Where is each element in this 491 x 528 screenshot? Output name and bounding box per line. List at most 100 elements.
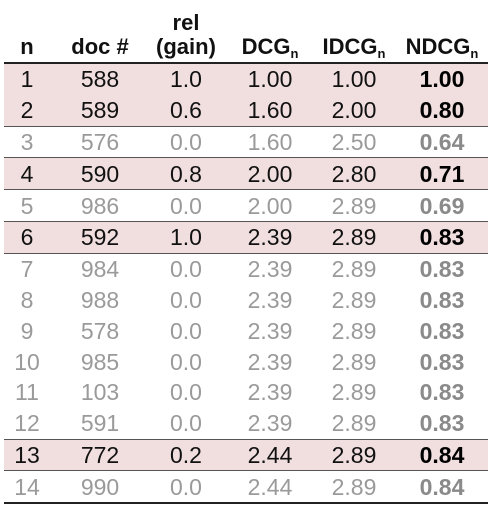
cell-dcg: 2.39 (228, 284, 312, 316)
table-row: 14 990 0.0 2.44 2.89 0.84 (4, 470, 488, 505)
cell-n: 3 (4, 125, 56, 158)
cell-idcg: 2.89 (312, 376, 396, 408)
table-row: 13 772 0.2 2.44 2.89 0.84 (4, 438, 488, 471)
cell-idcg: 2.89 (312, 470, 396, 505)
cell-n: 12 (4, 407, 56, 440)
cell-rel: 0.0 (144, 252, 228, 285)
table-row: 8 988 0.0 2.39 2.89 0.83 (4, 284, 488, 316)
cell-rel: 0.0 (144, 315, 228, 347)
table-body: 1 588 1.0 1.00 1.00 1.00 2 589 0.6 1.60 2.00 0.80 3 5… (4, 63, 488, 505)
cell-doc: 990 (56, 470, 144, 505)
cell-ndcg: 0.83 (396, 315, 488, 347)
cell-doc: 103 (56, 376, 144, 408)
cell-rel: 0.6 (144, 94, 228, 127)
cell-rel: 0.8 (144, 157, 228, 190)
cell-dcg: 2.39 (228, 407, 312, 440)
cell-ndcg: 0.71 (396, 157, 488, 190)
cell-n: 8 (4, 284, 56, 316)
cell-idcg: 2.89 (312, 189, 396, 222)
cell-dcg: 1.60 (228, 125, 312, 158)
cell-doc: 576 (56, 125, 144, 158)
header-ndcg: NDCGn (396, 0, 488, 64)
cell-idcg: 2.89 (312, 252, 396, 285)
cell-doc: 590 (56, 157, 144, 190)
cell-rel: 0.0 (144, 407, 228, 440)
cell-idcg: 2.80 (312, 157, 396, 190)
header-dcg: DCGn (228, 0, 312, 64)
header-rel-line1: rel (172, 10, 200, 35)
cell-idcg: 2.89 (312, 315, 396, 347)
cell-ndcg: 0.83 (396, 220, 488, 254)
cell-ndcg: 0.83 (396, 252, 488, 285)
header-rel-line2: (gain) (156, 34, 216, 59)
table-row: 6 592 1.0 2.39 2.89 0.83 (4, 220, 488, 254)
table-row: 4 590 0.8 2.00 2.80 0.71 (4, 157, 488, 190)
cell-dcg: 2.39 (228, 220, 312, 254)
table-row: 10 985 0.0 2.39 2.89 0.83 (4, 346, 488, 377)
cell-idcg: 2.89 (312, 284, 396, 316)
cell-dcg: 2.39 (228, 252, 312, 285)
cell-dcg: 2.00 (228, 189, 312, 222)
table-header: n doc # rel (gain) DCGn IDCGn (4, 0, 488, 64)
header-idcg: IDCGn (312, 0, 396, 64)
cell-rel: 0.0 (144, 346, 228, 377)
table-row: 9 578 0.0 2.39 2.89 0.83 (4, 315, 488, 347)
cell-ndcg: 0.84 (396, 470, 488, 505)
cell-n: 14 (4, 470, 56, 505)
cell-ndcg: 0.69 (396, 189, 488, 222)
ndcg-table: n doc # rel (gain) DCGn IDCGn (4, 0, 488, 505)
cell-rel: 1.0 (144, 220, 228, 254)
cell-ndcg: 0.83 (396, 284, 488, 316)
cell-doc: 591 (56, 407, 144, 440)
cell-idcg: 2.89 (312, 438, 396, 471)
cell-dcg: 2.00 (228, 157, 312, 190)
cell-n: 7 (4, 252, 56, 285)
cell-doc: 589 (56, 94, 144, 127)
cell-ndcg: 0.83 (396, 376, 488, 408)
header-doc: doc # (56, 0, 144, 64)
cell-idcg: 1.00 (312, 63, 396, 95)
cell-dcg: 1.00 (228, 63, 312, 95)
cell-doc: 986 (56, 189, 144, 222)
table-row: 7 984 0.0 2.39 2.89 0.83 (4, 252, 488, 285)
header-row: n doc # rel (gain) DCGn IDCGn (4, 0, 488, 64)
cell-n: 13 (4, 438, 56, 471)
cell-dcg: 2.39 (228, 315, 312, 347)
cell-ndcg: 0.64 (396, 125, 488, 158)
cell-n: 4 (4, 157, 56, 190)
cell-doc: 592 (56, 220, 144, 254)
header-idcg-sub: n (377, 46, 386, 61)
cell-rel: 0.0 (144, 125, 228, 158)
cell-rel: 0.2 (144, 438, 228, 471)
cell-doc: 984 (56, 252, 144, 285)
cell-dcg: 2.39 (228, 346, 312, 377)
cell-n: 9 (4, 315, 56, 347)
cell-doc: 988 (56, 284, 144, 316)
table-row: 3 576 0.0 1.60 2.50 0.64 (4, 125, 488, 158)
cell-dcg: 2.44 (228, 470, 312, 505)
cell-rel: 0.0 (144, 189, 228, 222)
cell-doc: 578 (56, 315, 144, 347)
cell-idcg: 2.89 (312, 346, 396, 377)
table-row: 5 986 0.0 2.00 2.89 0.69 (4, 189, 488, 222)
table-row: 1 588 1.0 1.00 1.00 1.00 (4, 63, 488, 95)
cell-dcg: 1.60 (228, 94, 312, 127)
cell-rel: 1.0 (144, 63, 228, 95)
cell-n: 1 (4, 63, 56, 95)
cell-idcg: 2.50 (312, 125, 396, 158)
cell-rel: 0.0 (144, 376, 228, 408)
cell-idcg: 2.89 (312, 220, 396, 254)
cell-doc: 772 (56, 438, 144, 471)
table-row: 11 103 0.0 2.39 2.89 0.83 (4, 376, 488, 408)
cell-n: 11 (4, 376, 56, 408)
header-dcg-sub: n (290, 46, 299, 61)
cell-ndcg: 0.83 (396, 346, 488, 377)
cell-n: 5 (4, 189, 56, 222)
table-row: 2 589 0.6 1.60 2.00 0.80 (4, 94, 488, 127)
header-n: n (4, 0, 56, 64)
cell-n: 10 (4, 346, 56, 377)
cell-doc: 588 (56, 63, 144, 95)
cell-n: 6 (4, 220, 56, 254)
cell-dcg: 2.44 (228, 438, 312, 471)
cell-doc: 985 (56, 346, 144, 377)
